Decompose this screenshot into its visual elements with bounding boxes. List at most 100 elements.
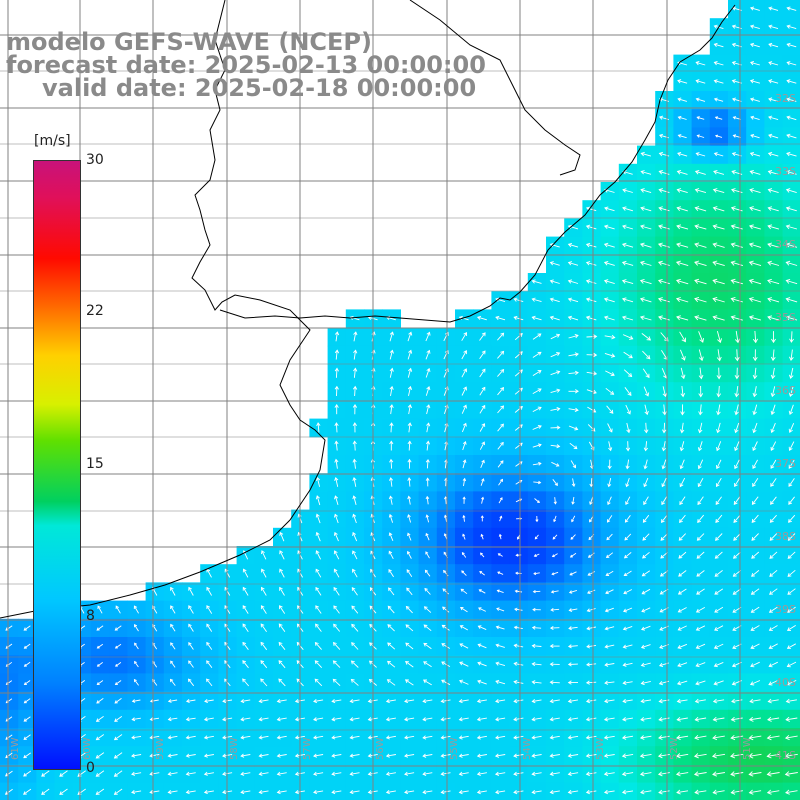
wind-arrow — [676, 169, 688, 175]
wind-arrow — [133, 678, 139, 686]
wind-arrow — [748, 315, 762, 321]
wind-arrow — [712, 188, 725, 194]
wind-arrow — [731, 698, 743, 704]
wind-arrow — [697, 477, 704, 488]
wind-arrow — [770, 367, 776, 380]
wind-arrow — [769, 569, 778, 577]
wind-arrow — [551, 461, 560, 467]
wind-arrow — [694, 224, 707, 230]
wind-arrow — [733, 496, 741, 505]
wind-arrow — [713, 79, 724, 84]
wind-arrow — [499, 515, 503, 522]
wind-arrow — [476, 789, 487, 795]
wind-arrow — [766, 734, 780, 741]
wind-arrow — [167, 753, 178, 758]
wind-arrow — [260, 605, 267, 614]
wind-arrow — [188, 586, 194, 596]
colorbar — [33, 160, 81, 770]
wind-arrow — [787, 569, 796, 577]
wind-arrow — [768, 79, 779, 84]
wind-arrow — [567, 297, 579, 303]
wind-arrow — [279, 586, 285, 596]
latitude-label: 41S — [775, 749, 796, 762]
wind-arrow — [260, 678, 268, 687]
wind-arrow — [334, 476, 339, 487]
wind-arrow — [621, 789, 634, 795]
wind-arrows — [4, 6, 798, 795]
wind-arrow — [531, 661, 542, 667]
wind-arrow — [149, 717, 160, 722]
wind-arrow — [495, 661, 506, 667]
wind-arrow — [495, 643, 505, 648]
wind-arrow — [622, 224, 634, 230]
wind-arrow — [389, 385, 394, 396]
wind-arrow — [694, 260, 707, 267]
wind-arrow — [334, 403, 339, 415]
wind-arrow — [623, 589, 633, 595]
wind-arrow — [352, 422, 357, 433]
wind-arrow — [767, 297, 780, 303]
wind-arrow — [476, 315, 487, 321]
wind-arrow — [497, 460, 504, 468]
wind-arrow — [644, 404, 649, 416]
wind-arrow — [712, 315, 725, 321]
wind-arrow — [567, 680, 579, 685]
wind-arrow — [695, 643, 706, 649]
wind-arrow — [730, 296, 744, 303]
wind-arrow — [260, 623, 267, 632]
wind-arrow — [553, 515, 557, 523]
wind-arrow — [606, 405, 614, 414]
wind-arrow — [571, 515, 576, 523]
wind-arrow — [568, 352, 579, 357]
wind-arrow — [751, 551, 760, 559]
wind-arrow — [349, 789, 360, 795]
wind-arrow — [734, 441, 740, 452]
wind-arrow — [621, 753, 634, 759]
wind-arrow — [114, 625, 122, 631]
wind-arrow — [750, 643, 760, 650]
wind-arrow — [640, 716, 652, 722]
wind-arrow — [715, 514, 723, 523]
wind-arrow — [695, 152, 706, 157]
wind-arrow — [458, 717, 469, 722]
wind-arrow — [767, 315, 780, 321]
wind-arrow — [495, 735, 506, 740]
wind-arrow — [352, 550, 358, 560]
wind-arrow — [640, 224, 652, 230]
wind-arrow — [114, 698, 122, 704]
wind-arrow — [750, 625, 760, 631]
wind-arrow — [479, 332, 486, 341]
wind-arrow — [675, 753, 689, 759]
wind-arrow — [766, 789, 780, 795]
wind-arrow — [334, 440, 339, 451]
wind-arrow — [131, 735, 142, 740]
wind-arrow — [423, 624, 432, 632]
wind-arrow — [567, 698, 579, 704]
wind-arrow — [679, 496, 686, 506]
wind-arrow — [748, 789, 762, 795]
wind-arrow — [713, 60, 724, 66]
wind-arrow — [749, 24, 760, 30]
wind-arrow — [623, 570, 632, 577]
wind-arrow — [353, 367, 358, 378]
wind-arrow — [680, 367, 686, 380]
wind-arrow — [767, 151, 779, 157]
wind-arrow — [407, 440, 412, 451]
wind-arrow — [387, 660, 396, 668]
longitude-label: 56W — [375, 737, 386, 760]
wind-arrow — [425, 367, 431, 378]
wind-arrow — [786, 661, 797, 668]
wind-arrow — [604, 315, 615, 321]
wind-arrow — [734, 330, 741, 344]
wind-arrow — [769, 514, 777, 523]
wind-arrow — [698, 385, 704, 398]
longitude-label: 60W — [82, 737, 93, 760]
colorbar-units: [m/s] — [34, 133, 71, 149]
wind-arrow — [314, 660, 323, 669]
wind-arrow — [385, 735, 396, 740]
wind-arrow — [716, 385, 722, 398]
wind-arrow — [639, 278, 652, 285]
wind-arrow — [662, 386, 668, 398]
wind-arrow — [585, 224, 597, 230]
